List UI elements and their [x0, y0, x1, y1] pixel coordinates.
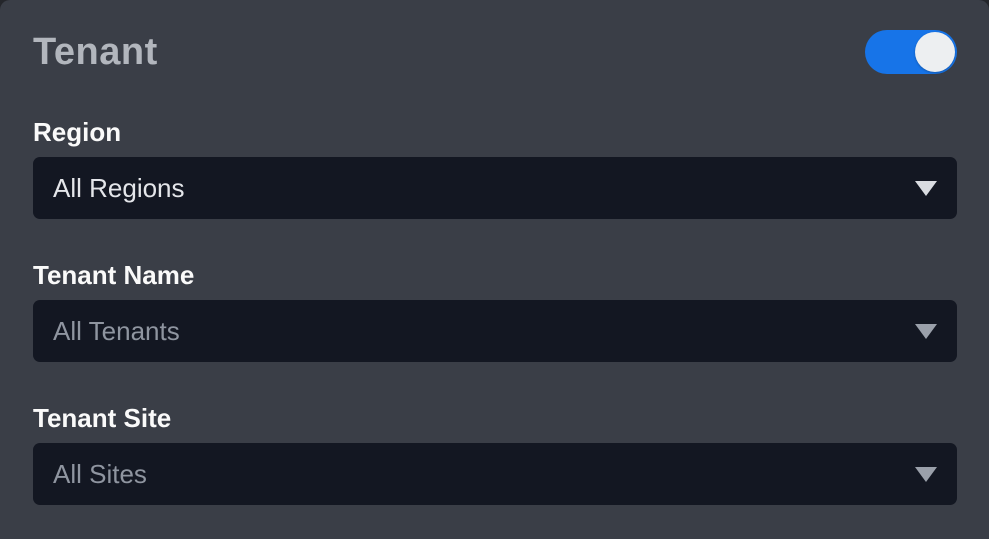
region-label: Region	[33, 117, 122, 147]
tenant-toggle[interactable]	[865, 30, 957, 74]
panel-header: Tenant	[33, 28, 957, 76]
chevron-down-icon	[915, 324, 937, 339]
tenant-name-label: Tenant Name	[33, 260, 195, 290]
tenant-name-select[interactable]: All Tenants	[33, 300, 957, 362]
region-select[interactable]: All Regions	[33, 157, 957, 219]
region-select-value: All Regions	[53, 172, 185, 203]
chevron-down-icon	[915, 181, 937, 196]
tenant-site-label: Tenant Site	[33, 403, 172, 433]
toggle-knob-icon	[915, 32, 955, 72]
page-title: Tenant	[33, 31, 158, 73]
tenant-name-select-value: All Tenants	[53, 315, 180, 346]
tenant-site-field: Tenant Site All Sites	[33, 402, 957, 505]
tenant-site-select-value: All Sites	[53, 458, 147, 489]
tenant-site-select[interactable]: All Sites	[33, 443, 957, 505]
region-field: Region All Regions	[33, 116, 957, 219]
chevron-down-icon	[915, 467, 937, 482]
tenant-name-field: Tenant Name All Tenants	[33, 259, 957, 362]
